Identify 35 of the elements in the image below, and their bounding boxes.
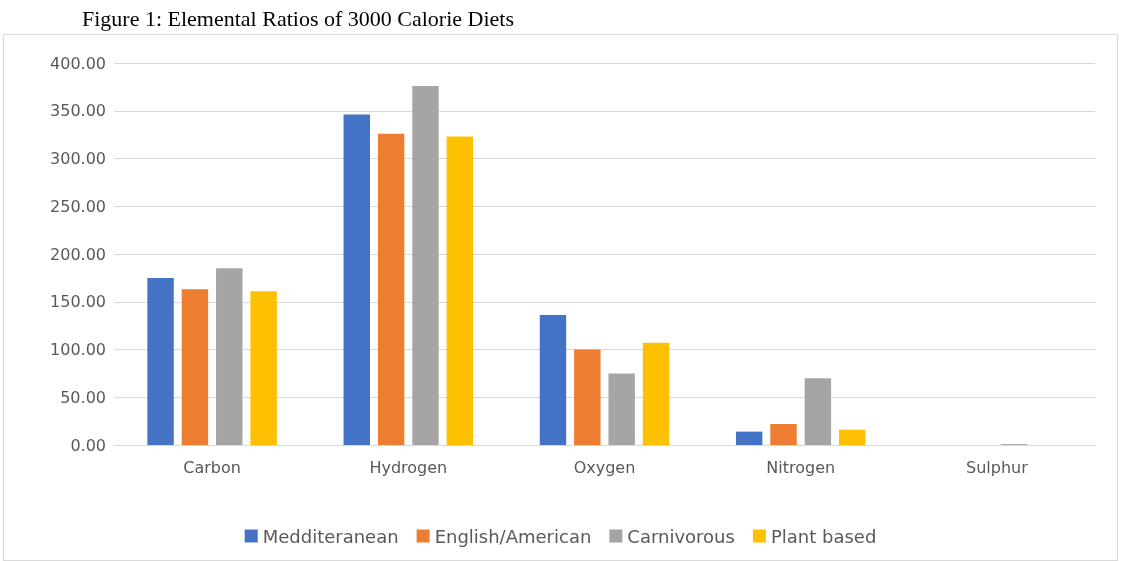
y-tick-label: 0.00 [70,435,106,455]
bar [574,349,601,445]
x-tick-label: Carbon [183,457,241,477]
bar [770,423,797,445]
legend-label: Plant based [770,525,877,547]
y-tick-label: 250.00 [50,196,106,216]
y-tick-label: 150.00 [50,292,106,312]
bar [642,342,670,445]
y-tick-label: 400.00 [50,53,106,73]
y-tick-label: 100.00 [50,340,106,359]
x-tick-label: Hydrogen [369,457,448,477]
bar [343,114,370,445]
y-tick-label: 300.00 [50,149,106,168]
bar [377,133,405,445]
bar [216,268,243,445]
chart-title: Figure 1: Elemental Ratios of 3000 Calorie Diets [82,6,514,32]
bar [446,136,474,445]
legend-label: Medditeranean [262,525,399,547]
x-tick-label: Nitrogen [766,457,836,477]
bar [412,85,439,445]
x-tick-label: Oxygen [573,457,636,477]
legend-label: Carnivorous [627,525,735,547]
y-tick-label: 350.00 [50,101,106,121]
bar [539,315,567,445]
bar [804,378,832,445]
bar [147,277,174,445]
legend-label: English/American [434,525,592,547]
bar [181,289,209,445]
bar [839,429,866,445]
bar [735,431,763,445]
bar [608,373,635,445]
y-tick-label: 50.00 [60,387,106,407]
bar [250,291,277,445]
x-tick-label: Sulphur [966,457,1029,477]
y-tick-label: 200.00 [50,244,106,264]
